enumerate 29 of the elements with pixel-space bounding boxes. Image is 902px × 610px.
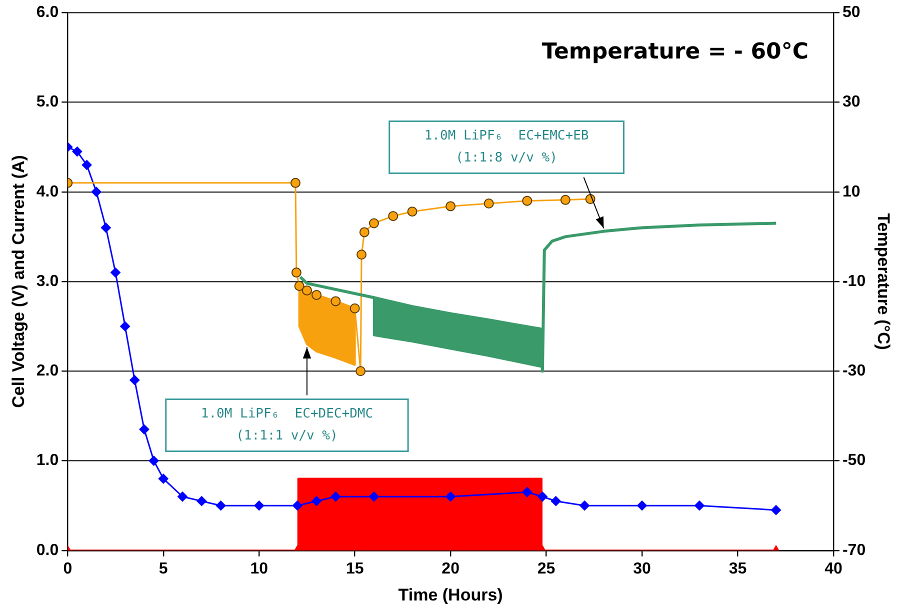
annotation: Temperature = - 60°C xyxy=(542,39,808,64)
x-tick-label: 20 xyxy=(442,560,460,578)
x-axis-title: Time (Hours) xyxy=(398,585,503,604)
x-tick-label: 10 xyxy=(250,560,268,578)
x-tick-label: 25 xyxy=(537,560,556,578)
x-tick-label: 5 xyxy=(158,560,168,578)
y-tick-label: 3.0 xyxy=(36,272,59,290)
y2-tick-label: -50 xyxy=(842,452,866,470)
x-tick-label: 40 xyxy=(824,560,842,578)
annotation: 1.0M LiPF₆ EC+DEC+DMC (1:1:1 v/v %) xyxy=(200,406,374,444)
y-axis-title: Cell Voltage (V) and Current (A) xyxy=(8,155,28,408)
y-tick-label: 0.0 xyxy=(36,542,59,559)
y-tick-label: 1.0 xyxy=(36,452,59,470)
y2-tick-label: -70 xyxy=(842,542,866,559)
x-tick-label: 30 xyxy=(633,560,652,578)
x-tick-label: 0 xyxy=(63,560,72,578)
y2-tick-label: 30 xyxy=(842,94,860,111)
y2-tick-label: 50 xyxy=(842,4,860,22)
annotation: 1.0M LiPF₆ EC+EMC+EB (1:1:8 v/v %) xyxy=(424,128,589,166)
y-tick-label: 5.0 xyxy=(36,94,59,111)
y2-tick-label: -10 xyxy=(842,272,866,290)
y-tick-label: 2.0 xyxy=(36,362,59,380)
x-tick-label: 35 xyxy=(728,560,747,578)
x-tick-label: 15 xyxy=(346,560,364,578)
y-tick-label: 4.0 xyxy=(36,183,59,200)
y2-axis-title: Temperature (°C) xyxy=(874,213,894,350)
y-tick-label: 6.0 xyxy=(36,4,59,22)
y2-tick-label: 10 xyxy=(842,183,860,200)
y2-tick-label: -30 xyxy=(842,362,866,380)
